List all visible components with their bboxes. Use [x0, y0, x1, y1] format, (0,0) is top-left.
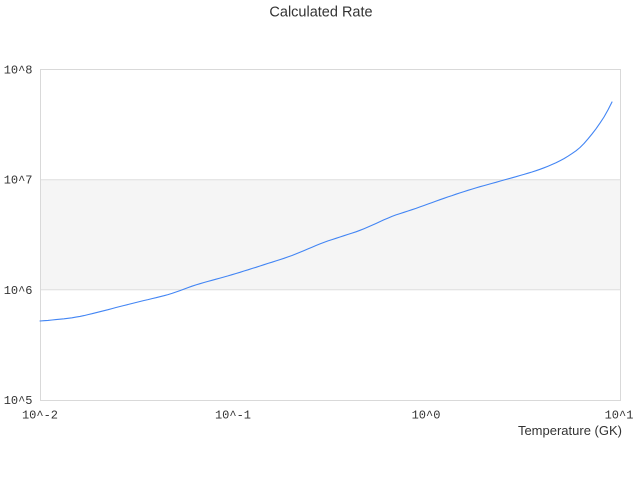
svg-text:10^8: 10^8 — [4, 64, 33, 78]
svg-text:Calculated Rate: Calculated Rate — [269, 4, 372, 20]
svg-text:10^-2: 10^-2 — [22, 409, 58, 423]
svg-text:10^6: 10^6 — [4, 284, 33, 298]
svg-text:10^0: 10^0 — [412, 409, 441, 423]
svg-text:10^-1: 10^-1 — [215, 409, 251, 423]
svg-text:10^7: 10^7 — [4, 174, 33, 188]
svg-text:10^1: 10^1 — [605, 409, 634, 423]
svg-text:10^5: 10^5 — [4, 394, 33, 408]
svg-text:Temperature (GK): Temperature (GK) — [518, 423, 622, 438]
